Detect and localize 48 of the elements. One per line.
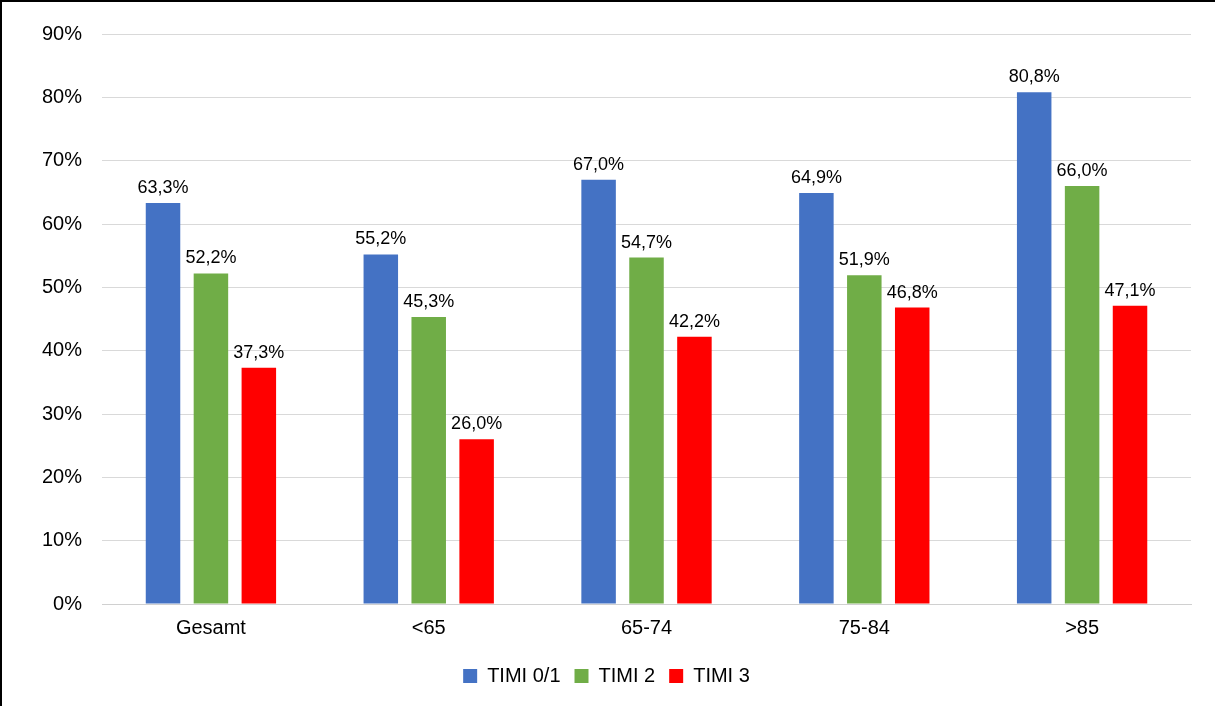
- bar: [581, 179, 616, 604]
- x-tick-label: 65-74: [620, 615, 673, 638]
- bar: [847, 275, 882, 604]
- bar: [1064, 186, 1100, 604]
- x-tick-label: 75-84: [838, 615, 890, 638]
- y-tick-label: 10%: [42, 528, 83, 551]
- bar: [459, 439, 494, 604]
- y-tick-label: 0%: [53, 591, 83, 614]
- bar: [411, 317, 446, 604]
- legend-label: TIMI 2: [598, 663, 656, 686]
- x-tick-label: Gesamt: [175, 615, 247, 638]
- y-tick-label: 90%: [42, 21, 83, 44]
- data-label: 80,8%: [1008, 66, 1060, 87]
- data-label: 66,0%: [1056, 159, 1108, 180]
- bar: [241, 367, 277, 604]
- data-label: 64,9%: [790, 166, 842, 187]
- data-label: 26,0%: [451, 413, 503, 434]
- data-label: 51,9%: [838, 249, 890, 270]
- bar: [193, 273, 229, 604]
- bar: [894, 307, 930, 604]
- legend-label: TIMI 0/1: [487, 663, 561, 686]
- legend-label: TIMI 3: [693, 663, 750, 686]
- data-label: 54,7%: [620, 231, 673, 252]
- x-tick-label: >85: [1065, 615, 1100, 638]
- y-tick-label: 20%: [42, 464, 83, 487]
- data-label: 52,2%: [185, 247, 237, 268]
- data-label: 55,2%: [355, 228, 407, 249]
- y-tick-label: 40%: [42, 338, 83, 361]
- y-tick-label: 50%: [42, 274, 83, 297]
- bar: [1016, 92, 1052, 604]
- y-tick-label: 30%: [42, 401, 83, 424]
- data-label: 45,3%: [403, 291, 455, 312]
- data-label: 63,3%: [137, 177, 189, 198]
- bar: [1112, 305, 1148, 604]
- data-label: 47,1%: [1104, 279, 1156, 300]
- y-tick-label: 80%: [42, 84, 83, 107]
- data-label: 67,0%: [573, 153, 625, 174]
- data-label: 46,8%: [886, 281, 938, 302]
- bar: [677, 336, 712, 604]
- data-label: 42,2%: [668, 310, 720, 331]
- bar: [145, 203, 181, 604]
- y-tick-label: 60%: [42, 211, 83, 234]
- data-label: 37,3%: [233, 341, 285, 362]
- y-tick-label: 70%: [42, 148, 83, 171]
- bar: [363, 254, 399, 604]
- x-tick-label: <65: [411, 615, 446, 638]
- bar: [799, 192, 834, 604]
- bar: [629, 257, 664, 604]
